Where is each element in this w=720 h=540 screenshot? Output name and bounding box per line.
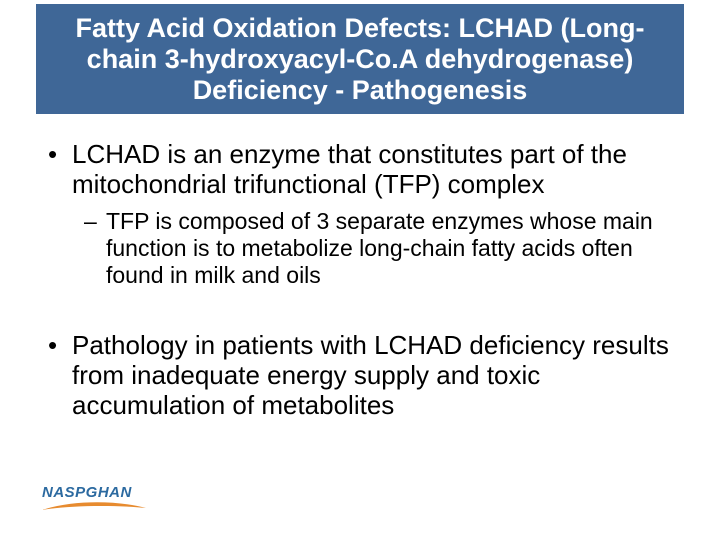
sub-bullet-text: TFP is composed of 3 separate enzymes wh… [106,208,672,289]
swoosh-path [42,502,146,510]
sub-bullet-item: – TFP is composed of 3 separate enzymes … [84,208,672,289]
dash-marker-icon: – [84,208,106,235]
slide: Fatty Acid Oxidation Defects: LCHAD (Lon… [0,0,720,540]
bullet-text: Pathology in patients with LCHAD deficie… [72,331,672,421]
title-box: Fatty Acid Oxidation Defects: LCHAD (Lon… [36,4,684,114]
bullet-item: • Pathology in patients with LCHAD defic… [48,331,672,421]
slide-title: Fatty Acid Oxidation Defects: LCHAD (Lon… [44,13,676,106]
logo-brand-text: NASPGHAN [42,484,162,501]
bullet-marker-icon: • [48,140,72,170]
spacer [48,289,672,331]
slide-body: • LCHAD is an enzyme that constitutes pa… [48,140,672,429]
bullet-text: LCHAD is an enzyme that constitutes part… [72,140,672,200]
bullet-item: • LCHAD is an enzyme that constitutes pa… [48,140,672,200]
bullet-marker-icon: • [48,331,72,361]
logo-swoosh-icon [42,500,146,512]
footer-logo: NASPGHAN [42,484,162,520]
